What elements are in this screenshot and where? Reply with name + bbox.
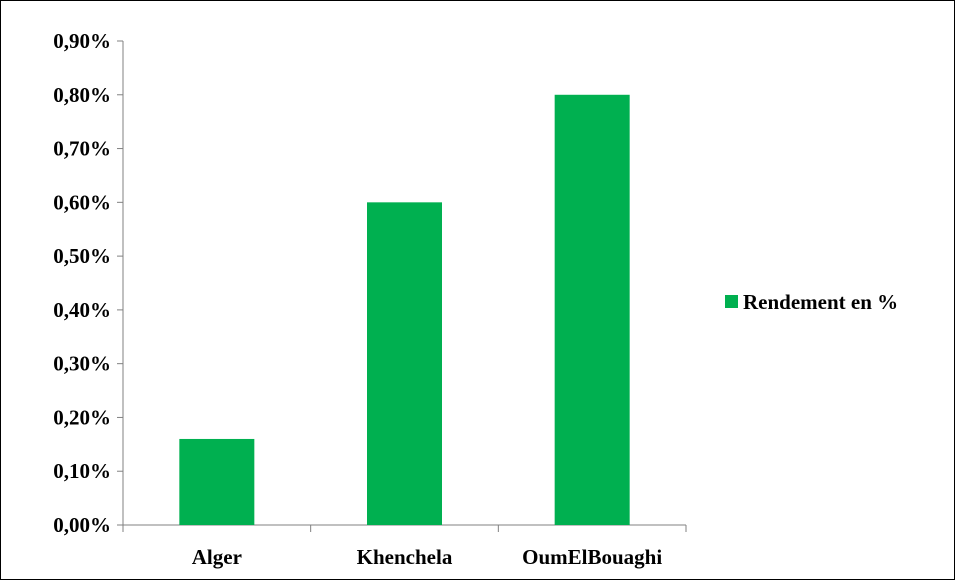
y-tick-label: 0,70%: [53, 137, 111, 161]
x-tick-label: Alger: [192, 545, 242, 569]
bar: [179, 438, 255, 525]
x-tick-label: Khenchela: [357, 545, 453, 569]
x-tick-label: OumElBouaghi: [522, 545, 662, 569]
y-tick-label: 0,30%: [53, 352, 111, 376]
y-tick-label: 0,40%: [53, 298, 111, 322]
legend-swatch: [725, 295, 738, 308]
y-tick-label: 0,90%: [53, 29, 111, 53]
y-tick-label: 0,80%: [53, 83, 111, 107]
y-tick-label: 0,00%: [53, 513, 111, 537]
legend: Rendement en %: [725, 290, 898, 314]
bar: [554, 94, 630, 526]
y-tick-label: 0,10%: [53, 459, 111, 483]
x-axis: Alger Khenchela OumElBouaghi: [122, 524, 687, 569]
bar: [367, 202, 442, 526]
y-tick-label: 0,20%: [53, 405, 111, 429]
y-axis: 0,00% 0,10% 0,20% 0,30% 0,40% 0,50% 0,60% 0,70%…: [53, 29, 124, 537]
y-tick-label: 0,60%: [53, 190, 111, 214]
bars: [179, 94, 630, 526]
legend-label: Rendement en %: [743, 290, 898, 314]
y-tick-label: 0,50%: [53, 244, 111, 268]
